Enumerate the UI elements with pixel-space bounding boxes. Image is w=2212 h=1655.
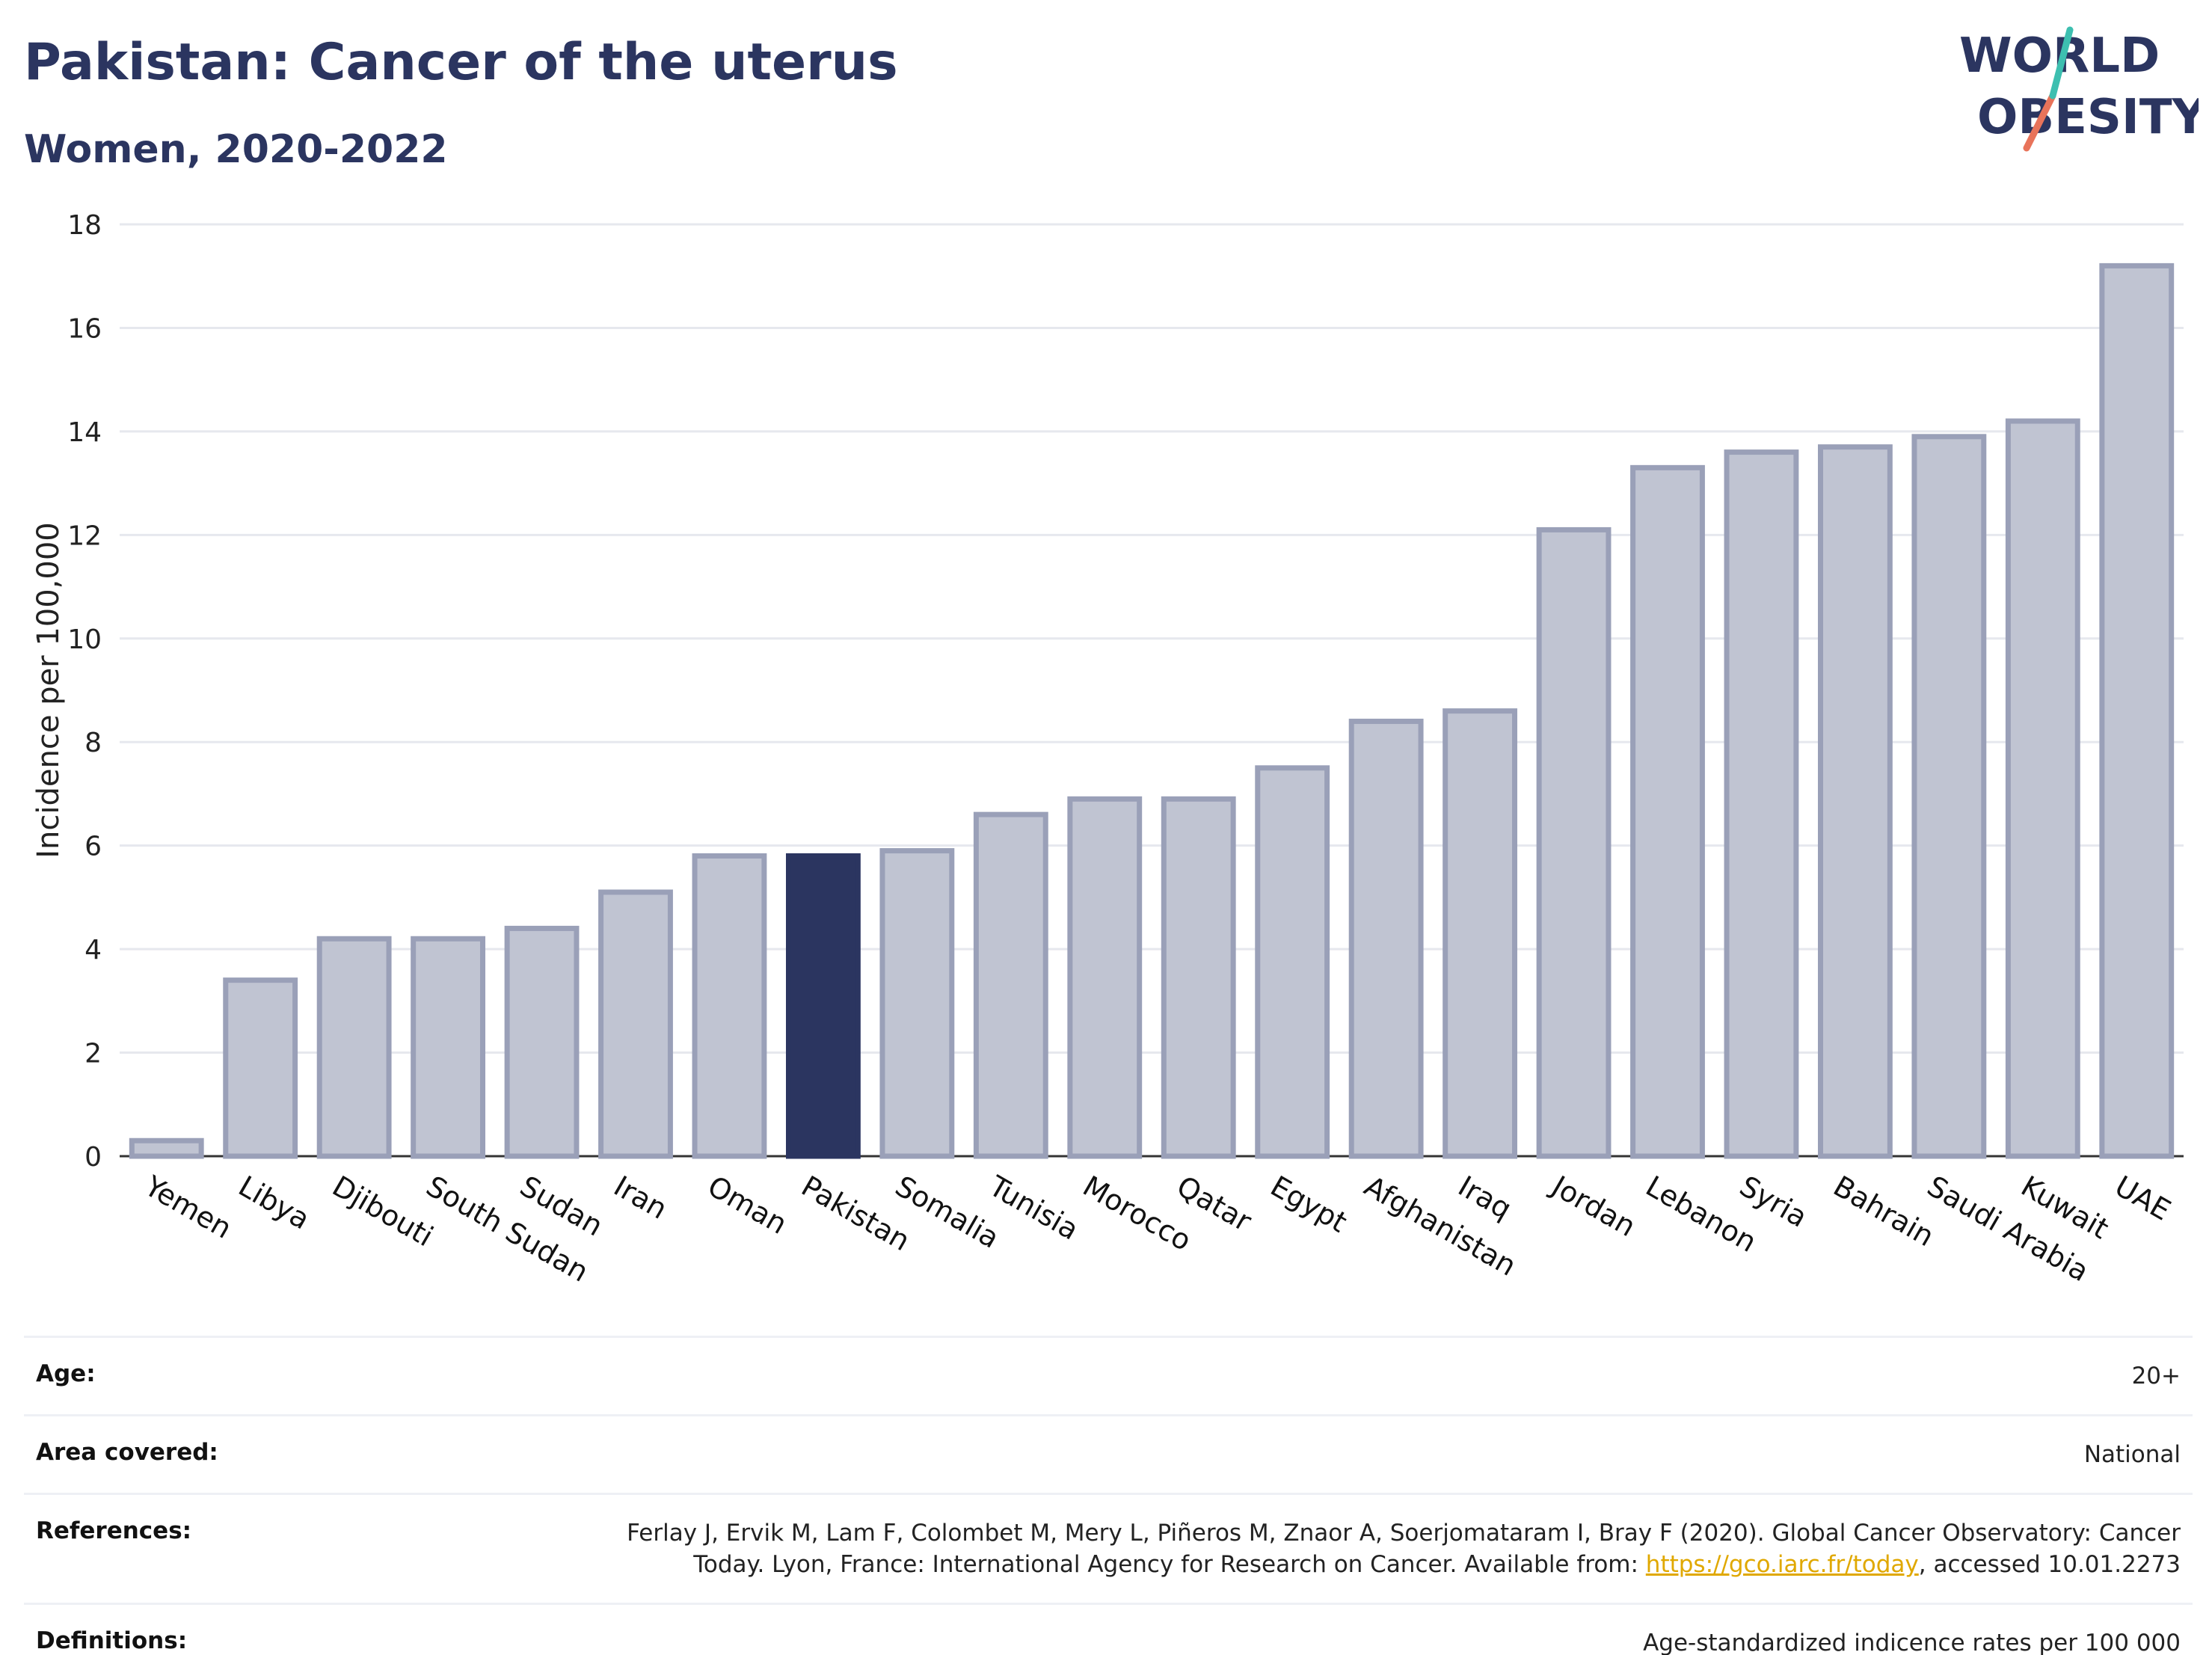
bar-iran: [598, 889, 673, 1159]
page-subtitle: Women, 2020-2022: [24, 127, 448, 172]
bar-sudan: [504, 925, 580, 1159]
logo-line2: OBESITY: [1977, 90, 2199, 145]
x-tick-label: Egypt: [1265, 1170, 1353, 1239]
bar-afghanistan: [1348, 719, 1424, 1159]
x-tick-label: Bahrain: [1828, 1170, 1939, 1253]
meta-row-definitions: Definitions: Age-standardized indicence …: [24, 1603, 2193, 1655]
references-link[interactable]: https://gco.iarc.fr/today: [1645, 1551, 1919, 1578]
meta-row-age: Age: 20+: [24, 1336, 2193, 1414]
y-tick-label: 18: [67, 210, 102, 241]
area-value: National: [2083, 1441, 2181, 1468]
references-suffix: , accessed 10.01.2273: [1918, 1551, 2181, 1578]
bar-pakistan: [785, 853, 861, 1159]
bars: [129, 262, 2175, 1159]
y-tick-label: 0: [85, 1142, 102, 1173]
metadata-table: Age: 20+ Area covered: National Referenc…: [24, 1336, 2193, 1655]
bar-kuwait: [2005, 418, 2080, 1159]
x-tick-label: Saudi Arabia: [1922, 1170, 2095, 1289]
definitions-label: Definitions:: [36, 1627, 188, 1654]
meta-row-references: References: Ferlay J, Ervik M, Lam F, Co…: [24, 1493, 2193, 1603]
bar-djibouti: [316, 936, 392, 1159]
x-tick-label: Iraq: [1453, 1170, 1517, 1226]
x-tick-label: South Sudan: [421, 1170, 595, 1289]
x-tick-label: Iran: [609, 1170, 673, 1226]
y-tick-label: 16: [67, 313, 102, 344]
x-tick-label: Morocco: [1078, 1170, 1197, 1258]
bar-tunisia: [973, 811, 1048, 1159]
bar-egypt: [1255, 765, 1330, 1159]
x-tick-label: Jordan: [1545, 1169, 1641, 1244]
bar-libya: [223, 977, 298, 1159]
meta-row-area: Area covered: National: [24, 1414, 2193, 1493]
bar-oman: [692, 853, 767, 1159]
x-tick-label: Djibouti: [327, 1170, 439, 1253]
bar-qatar: [1161, 796, 1236, 1159]
age-value: 20+: [2131, 1363, 2181, 1390]
age-label: Age:: [36, 1360, 96, 1387]
bar-uae: [2099, 262, 2175, 1159]
definitions-value: Age-standardized indicence rates per 100…: [1643, 1630, 2181, 1655]
bar-south-sudan: [411, 936, 486, 1159]
y-tick-label: 6: [85, 832, 102, 862]
bar-saudi-arabia: [1911, 434, 1987, 1159]
page-title: Pakistan: Cancer of the uterus: [24, 33, 898, 92]
bar-bahrain: [1817, 444, 1893, 1159]
bar-yemen: [129, 1137, 204, 1159]
bar-iraq: [1443, 708, 1518, 1159]
y-tick-label: 2: [85, 1039, 102, 1069]
bar-somalia: [879, 848, 955, 1159]
y-axis-ticks: 0 2 4 6 8 10 12 14 16 18: [67, 210, 102, 1173]
bar-morocco: [1067, 796, 1143, 1159]
y-tick-label: 10: [67, 624, 102, 655]
area-label: Area covered:: [36, 1439, 218, 1466]
y-axis-label: Incidence per 100,000: [31, 522, 66, 859]
y-tick-label: 14: [67, 417, 102, 448]
world-obesity-logo: WORLD OBESITY: [1959, 26, 2199, 152]
x-tick-label: Oman: [702, 1170, 793, 1241]
references-text: Ferlay J, Ervik M, Lam F, Colombet M, Me…: [627, 1520, 2181, 1578]
x-tick-label: Libya: [233, 1170, 316, 1236]
y-tick-label: 8: [85, 728, 102, 758]
bar-jordan: [1536, 526, 1612, 1159]
references-value: Ferlay J, Ervik M, Lam F, Colombet M, Me…: [574, 1517, 2181, 1580]
references-label: References:: [36, 1517, 192, 1544]
bar-lebanon: [1630, 464, 1705, 1159]
x-tick-label: UAE: [2110, 1170, 2176, 1227]
x-tick-label: Yemen: [138, 1169, 237, 1245]
y-tick-label: 12: [67, 521, 102, 551]
bar-syria: [1724, 449, 1799, 1159]
y-tick-label: 4: [85, 935, 102, 965]
x-tick-label: Pakistan: [796, 1170, 915, 1258]
